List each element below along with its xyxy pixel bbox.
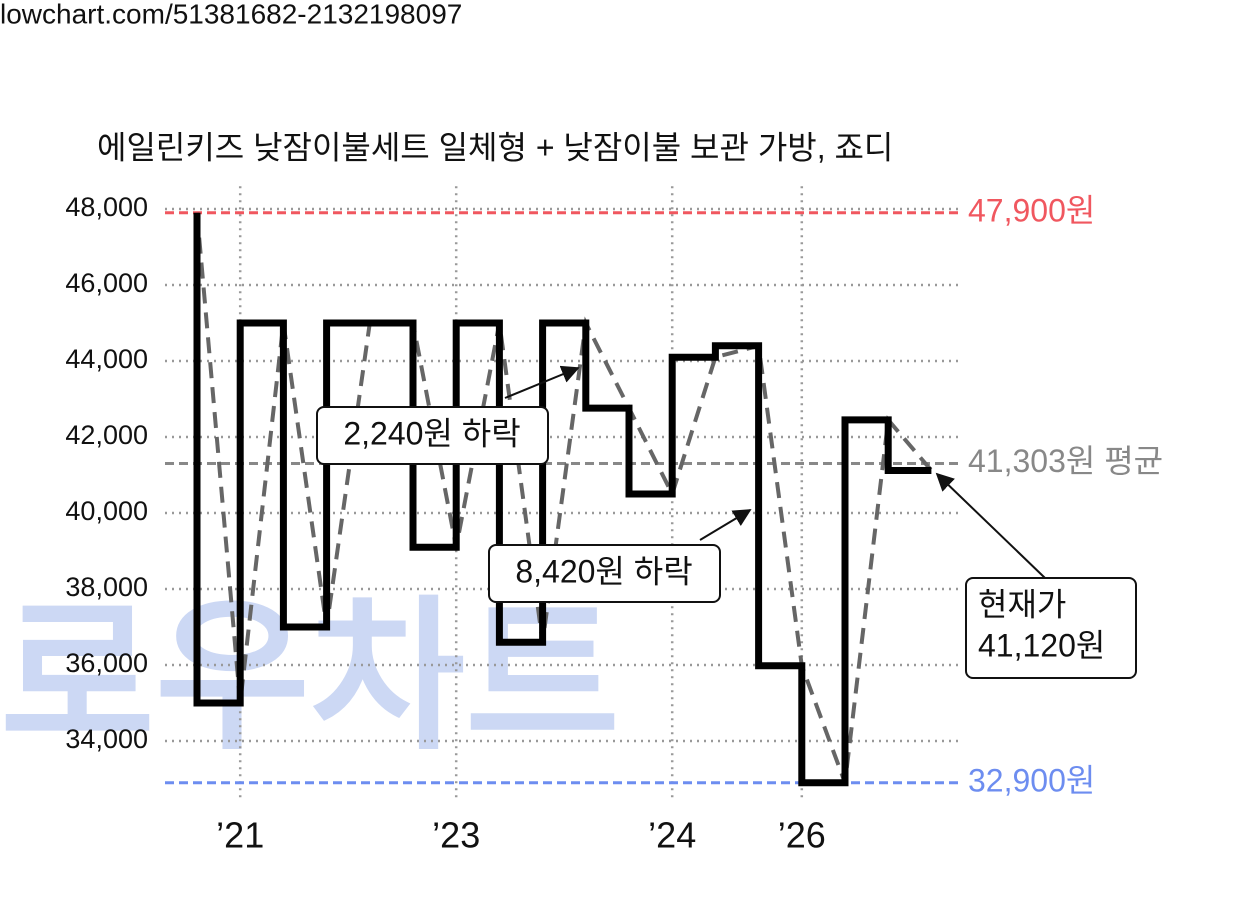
annotation-arrow (699, 509, 752, 541)
annotation-text: 현재가 (978, 586, 1066, 622)
annotation-text: 41,120원 (978, 627, 1105, 663)
y-tick-label: 36,000 (65, 648, 148, 678)
reference-label: 41,303원 평균 (968, 443, 1163, 479)
y-tick-label: 38,000 (65, 572, 148, 602)
url: lowchart.com/51381682-2132198097 (0, 0, 462, 29)
annotation-box (488, 544, 721, 603)
annotation-text: 2,240원 하락 (343, 415, 520, 451)
x-tick-label: ’26 (778, 815, 826, 856)
annotation-box (965, 577, 1137, 679)
price-line (193, 212, 932, 787)
annotation-text: 8,420원 하락 (515, 553, 692, 589)
annotation-arrow (935, 472, 1046, 579)
y-tick-label: 34,000 (65, 724, 148, 754)
x-tick-label: ’23 (432, 815, 480, 856)
y-tick-label: 48,000 (65, 192, 148, 222)
y-tick-label: 44,000 (65, 344, 148, 374)
x-tick-label: ’21 (216, 815, 264, 856)
watermark: 로우차트 (0, 585, 620, 769)
annotation-box (316, 406, 549, 465)
y-tick-label: 40,000 (65, 496, 148, 526)
y-tick-label: 42,000 (65, 420, 148, 450)
reference-label: 32,900원 (968, 762, 1095, 798)
reference-label: 47,900원 (968, 192, 1095, 228)
x-tick-label: ’24 (648, 815, 696, 856)
trend-line (195, 212, 933, 784)
chart-title: 에일린키즈 낮잠이불세트 일체형 + 낮잠이불 보관 가방, 죠디 (97, 129, 893, 165)
annotation-arrow (504, 365, 580, 399)
y-tick-label: 46,000 (65, 268, 148, 298)
